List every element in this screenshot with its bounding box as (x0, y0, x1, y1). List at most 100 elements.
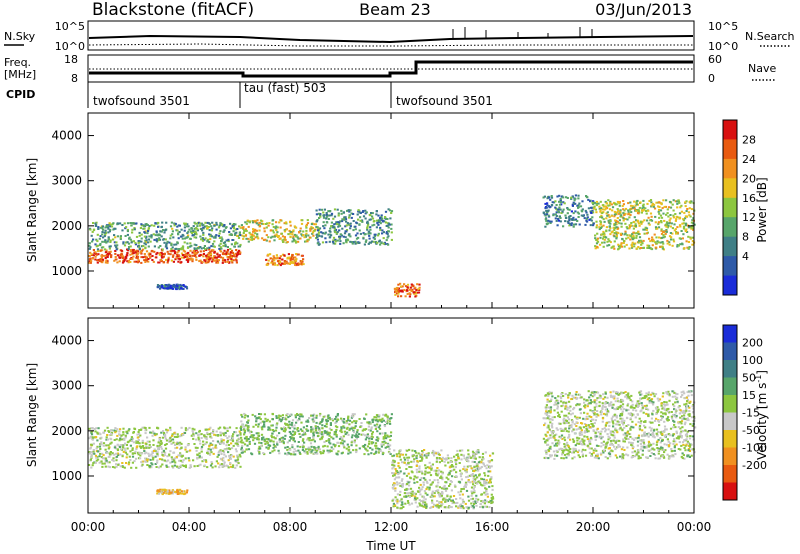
echo-cell (116, 235, 119, 238)
echo-cell (320, 421, 323, 423)
echo-cell (485, 488, 488, 491)
echo-cell (121, 455, 124, 458)
echo-cell (229, 222, 232, 225)
echo-cell (574, 218, 578, 221)
echo-cell (624, 212, 627, 215)
echo-cell (289, 220, 292, 223)
echo-cell (559, 208, 562, 211)
echo-cell (610, 203, 613, 206)
echo-cell (268, 420, 271, 423)
echo-cell (615, 234, 618, 237)
echo-cell (255, 420, 258, 423)
echo-cell (615, 226, 618, 229)
echo-cell (212, 431, 215, 434)
echo-cell (326, 433, 329, 436)
echo-cell (433, 503, 436, 506)
echo-cell (195, 244, 198, 247)
echo-cell (310, 226, 313, 229)
echo-cell (392, 459, 395, 462)
echo-cell (391, 463, 394, 466)
echo-cell (302, 258, 305, 261)
echo-cell (422, 495, 425, 498)
echo-cell (491, 496, 494, 499)
echo-cell (383, 440, 386, 443)
echo-cell (140, 256, 143, 259)
echo-cell (136, 445, 139, 448)
echo-cell (169, 253, 172, 256)
echo-cell (276, 422, 279, 425)
echo-cell (606, 240, 609, 243)
echo-cell (373, 235, 377, 238)
echo-cell (370, 441, 373, 444)
echo-cell (267, 447, 270, 450)
echo-cell (125, 456, 128, 459)
echo-cell (479, 506, 482, 508)
echo-cell (386, 445, 389, 448)
echo-cell (401, 503, 404, 506)
echo-cell (348, 224, 351, 227)
echo-cell (100, 460, 103, 463)
echo-cell (351, 413, 354, 416)
echo-cell (251, 237, 254, 240)
echo-cell (642, 439, 645, 441)
echo-cell (208, 248, 211, 251)
colorbar-tick-label: 24 (742, 153, 756, 166)
echo-cell (210, 436, 213, 439)
echo-cell (288, 427, 292, 430)
echo-cell (137, 451, 140, 454)
echo-cell (620, 215, 623, 218)
echo-cell (357, 236, 360, 239)
echo-cell (347, 415, 350, 418)
echo-cell (450, 499, 453, 502)
echo-cell (318, 217, 321, 219)
echo-cell (147, 228, 150, 231)
echo-cell (632, 234, 635, 237)
echo-cell (397, 291, 400, 293)
echo-cell (229, 257, 232, 260)
echo-cell (615, 219, 618, 222)
echo-cell (381, 217, 384, 220)
echo-cell (652, 205, 655, 208)
echo-cell (236, 228, 239, 230)
echo-cell (195, 256, 198, 259)
echo-cell (291, 255, 294, 258)
echo-cell (390, 212, 393, 214)
echo-cell (170, 259, 173, 262)
echo-cell (294, 416, 297, 419)
echo-cell (296, 419, 299, 422)
echo-cell (200, 445, 204, 448)
echo-cell (127, 463, 130, 466)
echo-cell (186, 444, 189, 447)
echo-cell (602, 224, 605, 227)
echo-cell (228, 256, 231, 258)
echo-cell (436, 467, 439, 469)
echo-cell (481, 456, 484, 459)
echo-cell (603, 220, 606, 223)
echo-cell (252, 228, 255, 231)
echo-cell (621, 238, 624, 241)
echo-cell (325, 212, 328, 214)
echo-cell (479, 483, 483, 486)
echo-cell (466, 457, 469, 460)
echo-cell (116, 244, 119, 247)
echo-cell (181, 237, 184, 240)
echo-cell (444, 487, 447, 490)
echo-cell (317, 434, 320, 437)
echo-cell (447, 506, 450, 509)
echo-cell (602, 211, 605, 214)
echo-cell (651, 202, 654, 205)
echo-cell (593, 207, 596, 210)
echo-cell (430, 506, 433, 509)
echo-cell (240, 425, 243, 428)
echo-cell (419, 453, 422, 456)
echo-cell (220, 463, 223, 465)
echo-cell (653, 203, 656, 206)
echo-cell (162, 432, 166, 434)
echo-cell (550, 196, 554, 199)
echo-cell (667, 224, 670, 227)
echo-cell (426, 466, 429, 469)
echo-cell (620, 242, 623, 245)
echo-cell (607, 219, 610, 222)
echo-cell (282, 238, 285, 241)
echo-cell (205, 258, 208, 261)
